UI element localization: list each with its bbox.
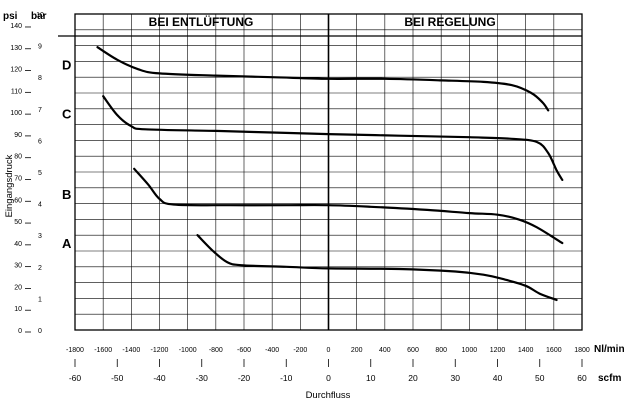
x-tick-label-scfm: -50 (111, 373, 124, 383)
x-tick-label-nlmin: -1600 (94, 347, 112, 354)
y-tick-label-psi: 40 (14, 241, 22, 248)
x-tick-label-scfm: 40 (493, 373, 503, 383)
x-unit-nlmin: Nl/min (594, 344, 625, 355)
x-axis-title: Durchfluss (306, 390, 351, 401)
y-tick-label-psi: 60 (14, 197, 22, 204)
y-axis-ticks: 0123456789100102030405060708090100110120… (10, 12, 44, 335)
curves: D C B A (62, 46, 564, 302)
x-tick-label-nlmin: -1400 (122, 347, 140, 354)
x-tick-label-nlmin: 400 (379, 347, 391, 354)
x-tick-label-nlmin: -200 (293, 347, 307, 354)
x-tick-label-scfm: 50 (535, 373, 545, 383)
x-tick-label-scfm: -60 (69, 373, 82, 383)
y-unit-psi: psi (3, 11, 18, 22)
y-tick-label-bar: 8 (38, 75, 42, 82)
curve-d (96, 46, 550, 112)
y-tick-label-bar: 2 (38, 265, 42, 272)
y-tick-label-psi: 120 (10, 67, 22, 74)
y-tick-label-bar: 5 (38, 170, 42, 177)
y-tick-label-psi: 110 (11, 88, 22, 95)
curve-c (102, 95, 564, 181)
x-tick-label-scfm: 20 (408, 373, 418, 383)
y-tick-label-bar: 3 (38, 233, 42, 240)
x-unit-scfm: scfm (598, 373, 621, 384)
x-tick-label-scfm: 30 (451, 373, 461, 383)
x-tick-label-nlmin: -800 (209, 347, 223, 354)
x-axis-ticks: -1800 -1600 -1400 -1200 -1000 -800 -600 -400 -20… (66, 347, 590, 383)
x-tick-label-scfm: 0 (326, 373, 331, 383)
y-tick-label-psi: 90 (14, 132, 22, 139)
curve-label-c: C (62, 107, 72, 122)
y-tick-label-psi: 10 (14, 306, 22, 313)
x-tick-label-nlmin: 800 (435, 347, 447, 354)
y-tick-label-psi: 70 (14, 175, 22, 182)
x-tick-label-scfm: 60 (577, 373, 587, 383)
x-tick-label-nlmin: 1600 (546, 347, 562, 354)
x-tick-label-scfm: 10 (366, 373, 376, 383)
header-venting: BEI ENTLÜFTUNG (149, 14, 254, 29)
curve-label-b: B (62, 187, 71, 202)
x-tick-label-scfm: -30 (196, 373, 209, 383)
x-tick-label-nlmin: 1400 (518, 347, 534, 354)
x-tick-label-scfm: -10 (280, 373, 293, 383)
x-tick-label-nlmin: -1000 (179, 347, 197, 354)
y-tick-label-psi: 80 (14, 154, 22, 161)
curve-label-a: A (62, 236, 72, 251)
y-tick-label-bar: 10 (36, 12, 44, 19)
y-tick-label-psi: 20 (14, 284, 22, 291)
y-tick-label-bar: 6 (38, 138, 42, 145)
y-tick-label-psi: 0 (18, 328, 22, 335)
x-tick-label-nlmin: -600 (237, 347, 251, 354)
x-tick-label-nlmin: 1800 (574, 347, 590, 354)
y-tick-label-bar: 4 (38, 202, 42, 209)
y-axis-title: Eingangsdruck (4, 154, 15, 217)
curve-a (196, 234, 558, 302)
x-tick-label-scfm: -40 (153, 373, 166, 383)
x-tick-label-scfm: -20 (238, 373, 251, 383)
curve-b (133, 167, 564, 245)
header-regulating: BEI REGELUNG (404, 15, 495, 29)
x-tick-label-nlmin: 0 (327, 347, 331, 354)
y-tick-label-psi: 30 (14, 263, 22, 270)
y-tick-label-psi: 130 (10, 45, 22, 52)
x-tick-label-nlmin: -400 (265, 347, 279, 354)
curve-label-d: D (62, 58, 71, 73)
y-unit-bar: bar (31, 11, 47, 22)
y-tick-label-psi: 140 (10, 23, 22, 30)
y-tick-label-bar: 0 (38, 328, 42, 335)
x-tick-label-nlmin: -1200 (151, 347, 169, 354)
y-tick-label-bar: 1 (38, 296, 42, 303)
x-tick-label-nlmin: 200 (351, 347, 363, 354)
x-tick-label-nlmin: -1800 (66, 347, 84, 354)
y-tick-label-psi: 100 (10, 110, 22, 117)
x-tick-label-nlmin: 1200 (490, 347, 506, 354)
x-tick-label-nlmin: 600 (407, 347, 419, 354)
x-tick-label-nlmin: 1000 (462, 347, 478, 354)
y-tick-label-bar: 9 (38, 44, 42, 51)
y-tick-label-psi: 50 (14, 219, 22, 226)
y-tick-label-bar: 7 (38, 107, 42, 114)
